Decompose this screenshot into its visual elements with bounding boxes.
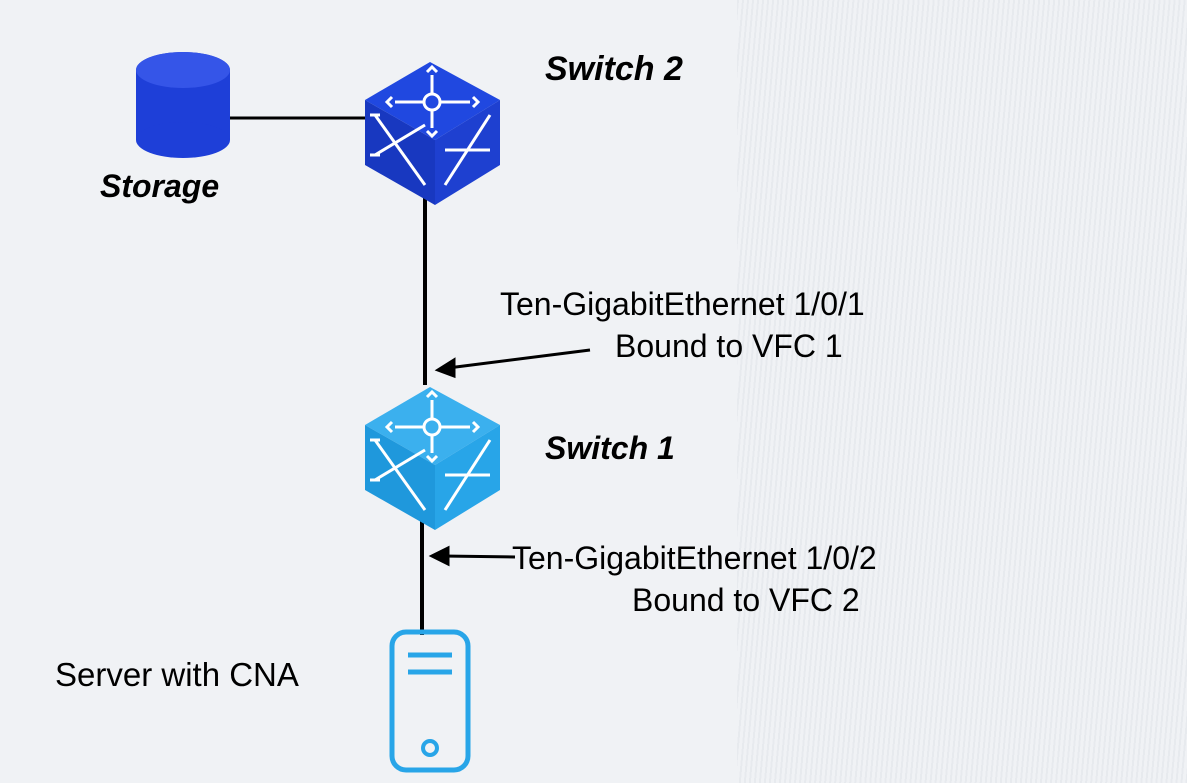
annotation-port1: Ten-GigabitEthernet 1/0/1 Bound to VFC 1 (500, 284, 865, 367)
storage-label: Storage (100, 168, 219, 205)
storage-icon (136, 52, 230, 158)
arrow-port2 (432, 548, 515, 564)
switch1-icon (365, 387, 500, 530)
switch1-label: Switch 1 (545, 430, 675, 467)
server-icon (392, 632, 468, 770)
server-label: Server with CNA (55, 656, 299, 694)
switch2-label: Switch 2 (545, 50, 683, 89)
annotation-port2: Ten-GigabitEthernet 1/0/2 Bound to VFC 2 (512, 538, 877, 621)
switch2-icon (365, 62, 500, 205)
